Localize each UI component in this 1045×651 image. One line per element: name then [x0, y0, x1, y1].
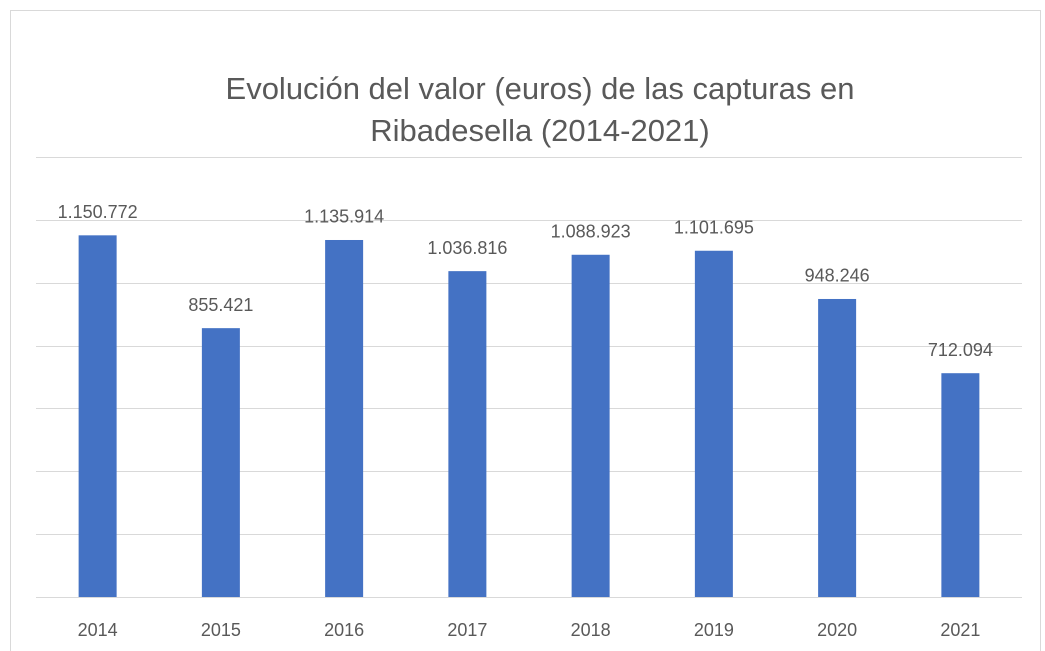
chart-frame: [10, 10, 1041, 651]
x-tick-label: 2018: [571, 620, 611, 640]
bar: [201, 328, 240, 597]
bar: [325, 239, 364, 597]
bar: [571, 254, 610, 597]
x-tick-label: 2014: [78, 620, 118, 640]
bar: [448, 271, 487, 597]
x-tick-label: 2020: [817, 620, 857, 640]
data-label: 948.246: [805, 266, 870, 286]
x-tick-label: 2021: [940, 620, 980, 640]
data-label: 1.135.914: [304, 207, 384, 227]
bar: [78, 235, 117, 597]
data-label: 1.101.695: [674, 218, 754, 238]
data-label: 712.094: [928, 340, 993, 360]
data-label: 1.088.923: [551, 222, 631, 242]
bar: [818, 298, 857, 597]
data-label: 855.421: [188, 295, 253, 315]
chart-title: Evolución del valor (euros) de las captu…: [225, 71, 855, 148]
x-tick-label: 2019: [694, 620, 734, 640]
data-label: 1.150.772: [58, 202, 138, 222]
x-tick-label: 2016: [324, 620, 364, 640]
x-tick-label: 2015: [201, 620, 241, 640]
data-label: 1.036.816: [427, 238, 507, 258]
bar: [941, 373, 980, 597]
bar: [694, 250, 733, 598]
x-tick-label: 2017: [447, 620, 487, 640]
